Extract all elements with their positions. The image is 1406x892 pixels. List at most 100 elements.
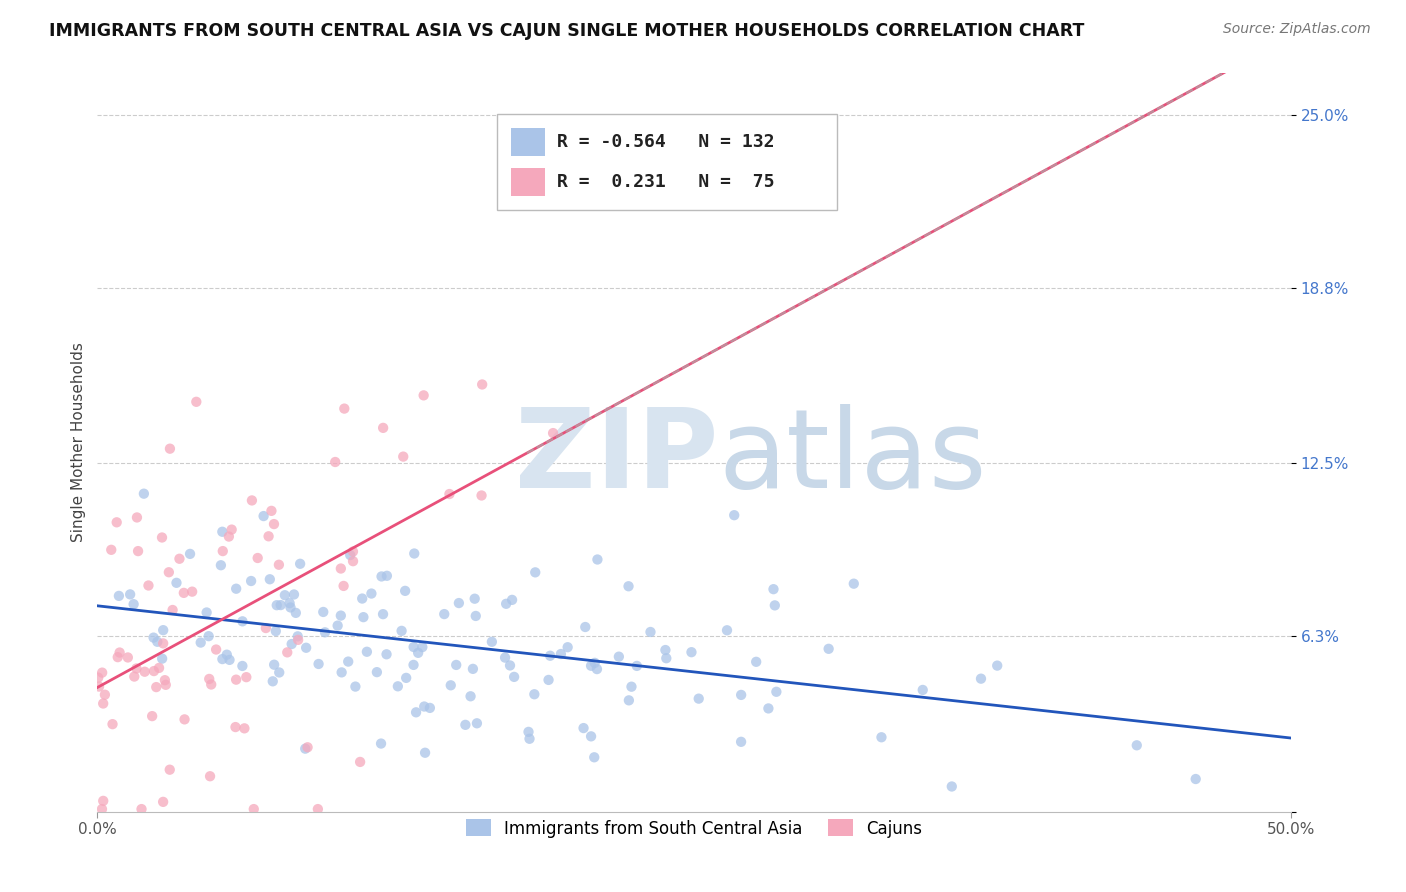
Point [242,802,264,816]
Point [159,442,181,456]
Point [499,658,522,673]
Point [464,609,486,624]
Point [295,640,318,655]
Point [681,645,703,659]
Point [259,572,281,586]
Point [655,651,678,665]
Point [91,794,114,808]
Point [339,548,361,562]
Point [537,673,560,687]
Point [352,591,374,606]
Point [101,717,124,731]
Point [447,596,470,610]
Text: R =  0.231   N =  75: R = 0.231 N = 75 [557,172,775,191]
Point [574,620,596,634]
Point [198,769,221,783]
Point [260,504,283,518]
Point [162,603,184,617]
Point [517,724,540,739]
Point [406,646,429,660]
Point [124,669,146,683]
Point [231,659,253,673]
Point [986,658,1008,673]
Point [141,709,163,723]
Point [142,664,165,678]
Point [181,584,204,599]
Point [91,802,114,816]
Point [745,655,768,669]
Point [266,598,288,612]
Point [231,615,253,629]
Point [91,665,114,680]
Point [257,529,280,543]
Y-axis label: Single Mother Households: Single Mother Households [72,343,86,542]
Point [412,388,434,402]
Point [142,631,165,645]
Point [235,670,257,684]
Point [370,737,392,751]
Point [360,586,382,600]
Point [762,582,785,597]
Text: R = -0.564   N = 132: R = -0.564 N = 132 [557,133,775,151]
Point [312,605,335,619]
Point [941,780,963,794]
Point [211,524,233,539]
Point [366,665,388,680]
Point [723,508,745,523]
Point [267,558,290,572]
Point [371,421,394,435]
Point [481,635,503,649]
Point [454,718,477,732]
Point [503,670,526,684]
Point [1126,739,1149,753]
Point [146,634,169,648]
Point [620,680,643,694]
Point [280,637,302,651]
Point [308,657,330,671]
Point [332,579,354,593]
Point [344,680,367,694]
Point [221,523,243,537]
Point [215,648,238,662]
Point [157,566,180,580]
Point [716,624,738,638]
Point [370,569,392,583]
Point [413,746,436,760]
Point [329,561,352,575]
Point [765,685,787,699]
Point [108,589,131,603]
Point [391,624,413,638]
Point [501,593,523,607]
Point [131,802,153,816]
Point [579,730,602,744]
Point [433,607,456,621]
Point [471,377,494,392]
Text: Source: ZipAtlas.com: Source: ZipAtlas.com [1223,22,1371,37]
Point [307,802,329,816]
Point [278,596,301,610]
Point [287,632,309,647]
Point [375,648,398,662]
Point [523,687,546,701]
Point [138,578,160,592]
Point [460,690,482,704]
Point [404,547,426,561]
Point [122,597,145,611]
Point [91,697,114,711]
Point [200,677,222,691]
Point [326,618,349,632]
Point [105,516,128,530]
Point [152,636,174,650]
Point [132,486,155,500]
Point [150,651,173,665]
FancyBboxPatch shape [498,113,837,210]
Point [173,712,195,726]
Point [444,657,467,672]
Point [524,566,547,580]
Point [464,591,486,606]
Point [333,401,356,416]
Point [405,706,427,720]
Point [375,569,398,583]
Point [148,661,170,675]
Point [169,551,191,566]
